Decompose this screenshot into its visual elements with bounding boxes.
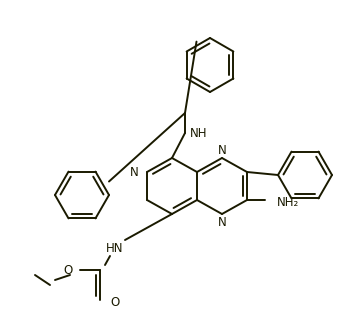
Text: N: N (130, 165, 139, 179)
Text: N: N (218, 143, 226, 156)
Text: O: O (64, 264, 73, 277)
Text: O: O (110, 295, 119, 308)
Text: HN: HN (106, 241, 124, 255)
Text: N: N (218, 215, 226, 228)
Text: NH: NH (190, 126, 207, 139)
Text: NH₂: NH₂ (277, 196, 299, 208)
